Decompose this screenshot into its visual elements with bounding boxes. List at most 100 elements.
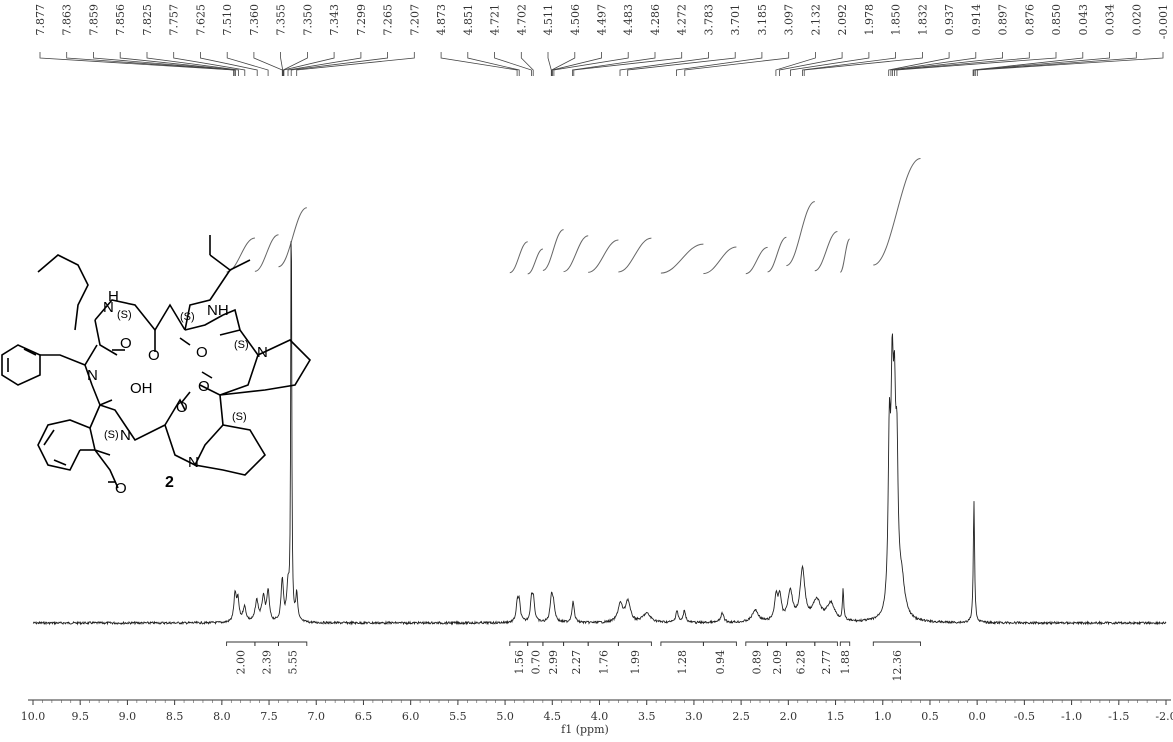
peak-label: 7.856 xyxy=(114,4,127,36)
x-tick-label: 3.0 xyxy=(685,710,703,723)
atom-label: O xyxy=(196,344,208,361)
x-tick-label: 8.0 xyxy=(213,710,231,723)
integral-bracket xyxy=(226,641,256,646)
integral-label: 2.27 xyxy=(570,650,583,675)
peak-label: -0.001 xyxy=(1157,4,1170,39)
peak-label: 3.097 xyxy=(783,4,796,36)
integral-bracket xyxy=(767,641,787,646)
integral-bracket xyxy=(509,641,529,646)
integral-label: 1.28 xyxy=(676,650,689,675)
x-tick-label: 2.5 xyxy=(732,710,750,723)
peak-label-connector xyxy=(119,52,236,76)
peak-label: 2.092 xyxy=(836,4,849,36)
x-tick-label: 5.5 xyxy=(449,710,467,723)
integral-bracket xyxy=(839,641,851,646)
atom-label: O xyxy=(115,480,127,497)
integral-label: 2.09 xyxy=(771,650,784,675)
peak-label: 4.511 xyxy=(542,4,555,36)
peak-label-layer: 7.877 7.863 7.859 7.856 7.825 7.757 7.625 7.510… xyxy=(34,4,1170,76)
peak-label-connector xyxy=(287,52,362,76)
x-tick-label: -2.0 xyxy=(1155,710,1173,723)
compound-number: 2 xyxy=(165,474,174,491)
atom-label: O xyxy=(198,378,210,395)
x-tick-label: 3.5 xyxy=(638,710,656,723)
x-tick-label: 7.5 xyxy=(260,710,278,723)
peak-label: 4.721 xyxy=(489,4,502,36)
x-tick-label: -1.5 xyxy=(1108,710,1129,723)
x-tick-label: 8.5 xyxy=(166,710,184,723)
peak-label-connector xyxy=(676,52,763,76)
integral-curve xyxy=(660,243,704,274)
peak-label: 7.859 xyxy=(88,4,101,36)
peak-label: 7.510 xyxy=(221,4,234,36)
atom-label: N xyxy=(103,299,114,316)
atom-label: N xyxy=(87,367,98,384)
integral-bracket xyxy=(563,641,589,646)
x-tick-label: 9.5 xyxy=(71,710,89,723)
peak-label-connector xyxy=(226,52,269,76)
integral-label: 1.99 xyxy=(629,650,642,675)
integral-bracket xyxy=(702,641,737,646)
integral-label: 2.00 xyxy=(235,650,248,675)
integral-curve xyxy=(745,246,768,275)
atom-label: N xyxy=(120,427,131,444)
peak-label-connector xyxy=(802,52,896,76)
x-tick-label: 0.5 xyxy=(921,710,939,723)
integral-bracket xyxy=(660,641,704,646)
peak-label-connector xyxy=(573,52,683,76)
x-tick-label: -1.0 xyxy=(1061,710,1082,723)
peak-label: 7.265 xyxy=(382,4,395,36)
integral-label: 2.99 xyxy=(547,650,560,675)
integral-bracket xyxy=(814,641,838,646)
peak-label-connector xyxy=(892,52,1003,76)
peak-label: 4.873 xyxy=(435,4,448,36)
atom-label: OH xyxy=(130,380,153,397)
integral-curve xyxy=(527,248,544,275)
peak-label-connector xyxy=(296,52,415,76)
peak-label: 0.937 xyxy=(943,4,956,36)
atom-label: N xyxy=(257,344,268,361)
peak-label-connector xyxy=(551,52,576,76)
peak-label-connector xyxy=(440,52,518,76)
peak-label: 4.497 xyxy=(596,4,609,36)
spectrum-trace xyxy=(32,241,1167,626)
x-tick-label: 10.0 xyxy=(21,710,46,723)
peak-label-connector xyxy=(553,52,629,76)
peak-label: 7.757 xyxy=(168,4,181,36)
peak-label-connector xyxy=(896,52,1057,76)
stereo-label: (S) xyxy=(180,311,195,323)
peak-label-connector xyxy=(280,52,284,76)
peak-label: 0.876 xyxy=(1023,4,1036,36)
peak-label: 4.851 xyxy=(462,4,475,36)
x-tick-label: 0.0 xyxy=(968,710,986,723)
peak-label-connector xyxy=(973,52,1110,76)
integral-label-layer: 2.00 2.39 5.55 1.56 0.70 2.99 2.27 1.76 1.99 1.28… xyxy=(226,641,921,682)
peak-label: 4.272 xyxy=(676,4,689,36)
peak-label: 7.877 xyxy=(34,4,47,36)
integral-curve xyxy=(226,237,256,273)
peak-label: 0.850 xyxy=(1050,4,1063,36)
integral-label: 1.76 xyxy=(597,650,610,675)
integral-curve xyxy=(786,201,816,267)
peak-label-connector xyxy=(290,52,388,76)
integral-curve xyxy=(618,237,652,273)
x-tick-label: 4.5 xyxy=(544,710,562,723)
integral-curve xyxy=(814,231,838,272)
peak-label: 4.286 xyxy=(649,4,662,36)
peak-label-connector xyxy=(972,52,1084,76)
peak-label: 2.132 xyxy=(809,4,822,36)
stereo-label: (S) xyxy=(234,339,249,351)
atom-label: N xyxy=(188,454,199,471)
integral-bracket xyxy=(542,641,565,646)
peak-label-connector xyxy=(146,52,239,76)
integral-bracket xyxy=(587,641,619,646)
peak-label-connector xyxy=(684,52,790,76)
peak-label-connector xyxy=(976,52,1164,76)
x-tick-label: -0.5 xyxy=(1014,710,1035,723)
peak-label-connector xyxy=(520,52,534,76)
peak-label: 4.506 xyxy=(569,4,582,36)
peak-label: 7.825 xyxy=(141,4,154,36)
x-tick-label: 7.0 xyxy=(308,710,326,723)
